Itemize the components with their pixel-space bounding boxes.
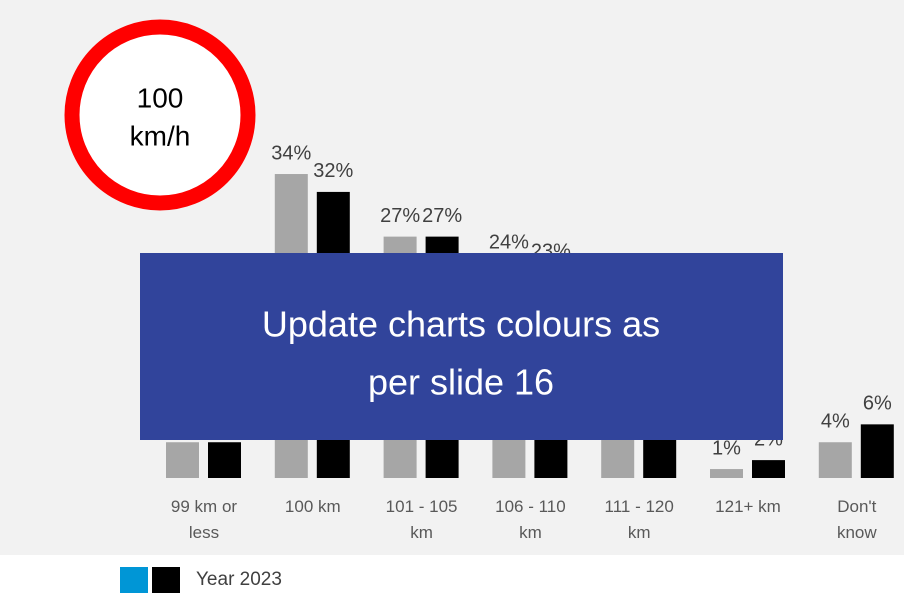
value-label: 6% bbox=[863, 393, 892, 415]
x-tick-label: Don't know bbox=[837, 497, 877, 542]
bar bbox=[208, 442, 241, 478]
value-label: 34% bbox=[271, 142, 311, 164]
x-tick-label: 121+ km bbox=[715, 497, 781, 516]
bar bbox=[818, 442, 852, 478]
sign-text: 100 bbox=[137, 82, 184, 113]
value-label: 27% bbox=[422, 205, 462, 227]
x-tick-label: 100 km bbox=[285, 497, 341, 516]
bar bbox=[860, 424, 894, 478]
x-tick-label: 111 - 120 km bbox=[605, 497, 674, 542]
overlay-text: Update charts colours as bbox=[262, 304, 660, 345]
overlay-text: per slide 16 bbox=[368, 362, 554, 403]
x-tick-label: 99 km or less bbox=[171, 497, 237, 542]
value-label: 4% bbox=[821, 411, 850, 433]
value-label: 27% bbox=[380, 205, 420, 227]
speed-sign bbox=[64, 19, 256, 211]
legend-label: Year 2023 bbox=[196, 569, 282, 590]
bar bbox=[166, 442, 199, 478]
overlay-box bbox=[140, 253, 783, 440]
bar bbox=[752, 460, 785, 478]
legend: Year 2023 bbox=[120, 567, 282, 593]
x-tick-label: 101 - 105 km bbox=[386, 497, 458, 542]
sign-text: km/h bbox=[130, 120, 191, 151]
value-label: 32% bbox=[313, 160, 353, 182]
value-label: 1% bbox=[712, 437, 741, 459]
x-tick-label: 106 - 110 km bbox=[495, 497, 566, 542]
bar bbox=[710, 469, 743, 478]
legend-swatch bbox=[120, 567, 148, 593]
value-label: 24% bbox=[489, 232, 529, 254]
legend-swatch bbox=[152, 567, 180, 593]
